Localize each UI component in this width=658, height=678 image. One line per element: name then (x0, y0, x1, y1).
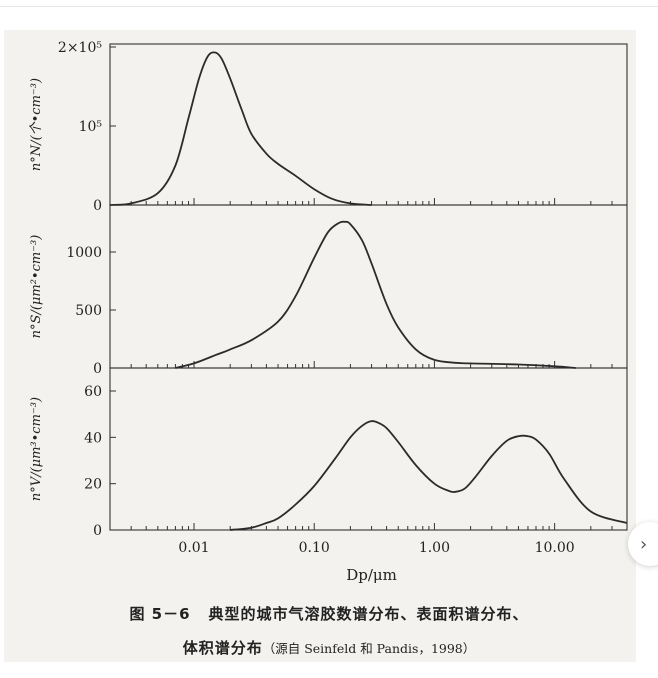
top-divider (0, 6, 658, 7)
figure-number: 图 5－6 (129, 605, 191, 623)
caption-text-1: 典型的城市气溶胶数谱分布、表面积谱分布、 (208, 605, 529, 623)
y-tick-label: 0 (93, 198, 102, 214)
y-tick-label: 40 (84, 430, 102, 446)
volume-distribution-line (230, 420, 628, 531)
y-tick-label: 2×10⁵ (58, 40, 102, 56)
chevron-right-icon: › (640, 534, 648, 555)
x-tick-label: 10.00 (535, 540, 575, 556)
y-tick-label: 0 (93, 361, 102, 377)
aerosol-distribution-chart: 0 10⁵ 2×10⁵ n°N/(个•cm⁻³) 0 500 1000 n°S/(μm²•cm… (29, 40, 628, 584)
number-distribution-line (109, 51, 372, 206)
panel-frame-2 (109, 367, 628, 531)
x-tick-label: 0.01 (178, 540, 209, 556)
panel-frame-1 (109, 204, 628, 369)
y-axis-label: n°S/(μm²•cm⁻³) (29, 235, 44, 339)
y-axis-label: n°V/(μm³•cm⁻³) (29, 397, 44, 501)
y-axis-label: n°N/(个•cm⁻³) (29, 78, 44, 171)
y-tick-label: 1000 (66, 245, 102, 261)
x-tick-label: 1.00 (419, 540, 450, 556)
y-tick-label: 500 (75, 303, 102, 319)
y-tick-label: 0 (93, 523, 102, 539)
x-axis-label: Dp/μm (346, 566, 397, 584)
surface-distribution-line (175, 220, 576, 369)
x-tick-label: 0.10 (299, 540, 330, 556)
figure-caption-line-1: 图 5－6 典型的城市气溶胶数谱分布、表面积谱分布、 (0, 603, 658, 624)
figure-caption-line-2: 体积谱分布（源自 Seinfeld 和 Pandis，1998） (0, 637, 658, 658)
y-tick-label: 20 (84, 477, 102, 493)
y-tick-label: 60 (84, 384, 102, 400)
next-page-button[interactable]: › (628, 522, 658, 566)
caption-source: （源自 Seinfeld 和 Pandis，1998） (262, 641, 476, 656)
scanned-figure-background (4, 30, 636, 662)
y-tick-label: 10⁵ (79, 119, 103, 135)
caption-text-2: 体积谱分布 (182, 639, 263, 657)
